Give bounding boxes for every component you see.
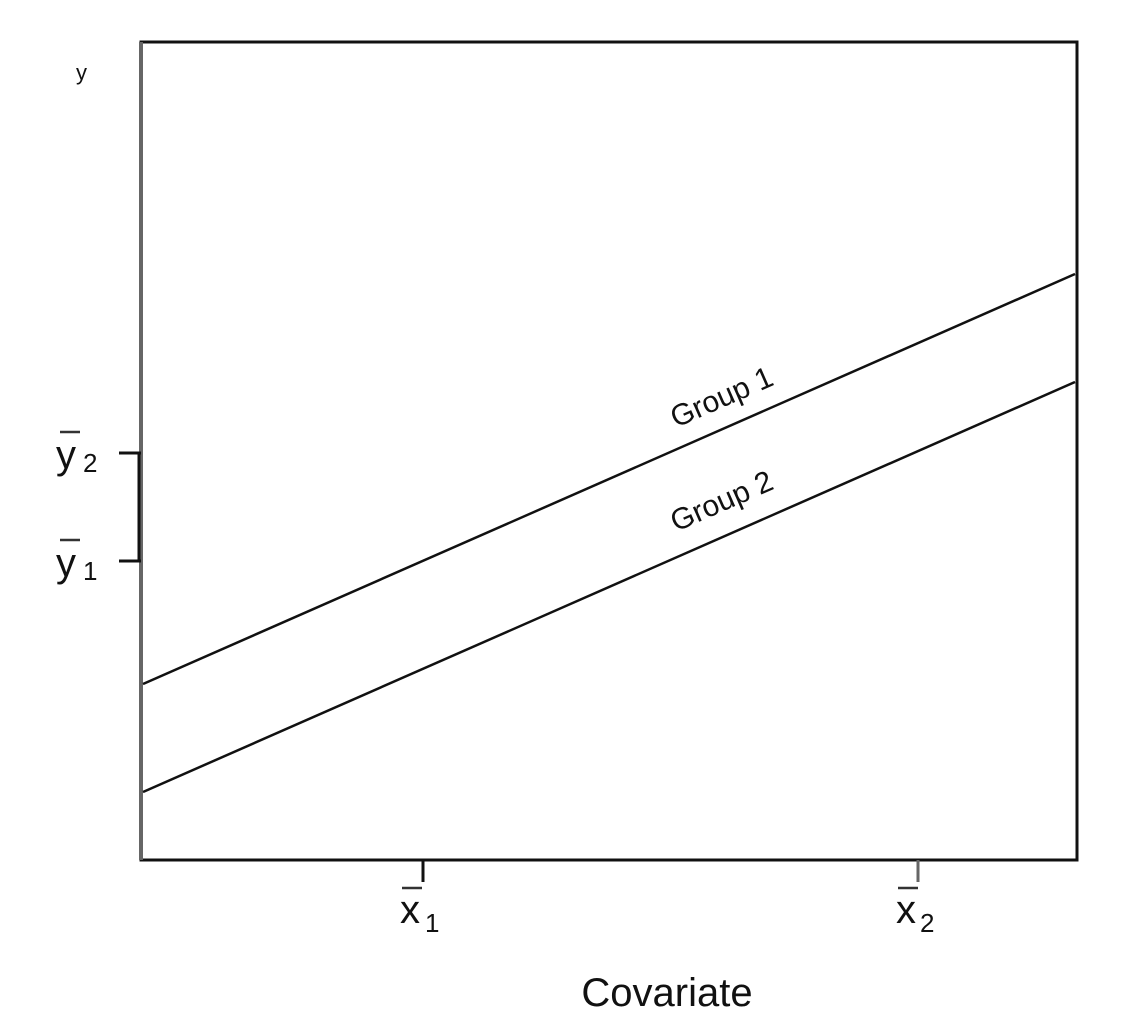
y2-subscript: 2 <box>83 448 97 478</box>
group-1-label: Group 1 <box>666 361 779 435</box>
y1-bar-label: y 1 <box>56 538 97 586</box>
y2-base: y <box>56 433 76 477</box>
x2-bar-label: x 2 <box>896 886 934 938</box>
plot-frame <box>139 40 1079 862</box>
x2-base: x <box>896 888 916 932</box>
y2-bar-label: y 2 <box>56 430 97 478</box>
x2-subscript: 2 <box>920 908 934 938</box>
y-axis-label: y <box>76 60 87 85</box>
group-2-label: Group 2 <box>666 465 779 539</box>
x1-bar-label: x 1 <box>400 886 439 938</box>
x1-base: x <box>400 888 420 932</box>
group-2-line <box>142 380 1076 794</box>
x-axis-label: Covariate <box>581 971 752 1015</box>
group-1-line <box>142 272 1076 686</box>
y1-subscript: 1 <box>83 556 97 586</box>
y1-base: y <box>56 541 76 585</box>
x1-subscript: 1 <box>425 908 439 938</box>
